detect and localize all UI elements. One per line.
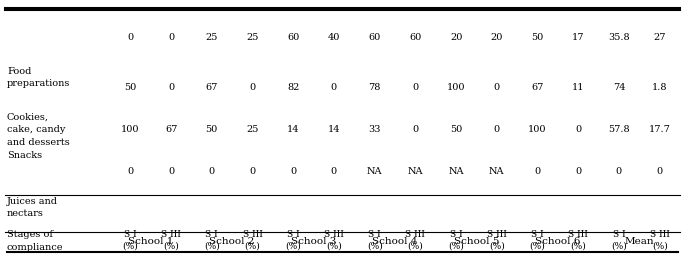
Text: 27: 27	[653, 33, 666, 42]
Text: 0: 0	[331, 167, 337, 177]
Text: 82: 82	[287, 83, 299, 92]
Text: 0: 0	[616, 167, 622, 177]
Text: S III
(%): S III (%)	[487, 230, 507, 251]
Text: 100: 100	[528, 125, 547, 134]
Text: 17: 17	[572, 33, 584, 42]
Text: 57.8: 57.8	[608, 125, 630, 134]
Text: S I
(%): S I (%)	[204, 230, 220, 251]
Text: 25: 25	[206, 33, 218, 42]
Text: 11: 11	[572, 83, 584, 92]
Text: School 6: School 6	[535, 238, 581, 247]
Text: 0: 0	[209, 167, 215, 177]
Text: 0: 0	[331, 83, 337, 92]
Text: School 5: School 5	[453, 238, 499, 247]
Text: NA: NA	[408, 167, 423, 177]
Text: 20: 20	[490, 33, 503, 42]
Text: S III
(%): S III (%)	[242, 230, 262, 251]
Text: S I
(%): S I (%)	[448, 230, 464, 251]
Text: 0: 0	[168, 83, 174, 92]
Text: 100: 100	[121, 125, 140, 134]
Text: 0: 0	[127, 167, 134, 177]
Text: 0: 0	[534, 167, 540, 177]
Text: 50: 50	[532, 33, 544, 42]
Text: 1.8: 1.8	[652, 83, 667, 92]
Text: S I
(%): S I (%)	[366, 230, 382, 251]
Text: S I
(%): S I (%)	[286, 230, 301, 251]
Text: 0: 0	[494, 83, 500, 92]
Text: 50: 50	[450, 125, 462, 134]
Text: 0: 0	[127, 33, 134, 42]
Text: 60: 60	[369, 33, 381, 42]
Text: S I
(%): S I (%)	[530, 230, 545, 251]
Text: 0: 0	[575, 167, 582, 177]
Text: 0: 0	[412, 125, 419, 134]
Text: 67: 67	[165, 125, 177, 134]
Text: Mean: Mean	[625, 238, 654, 247]
Text: S I
(%): S I (%)	[611, 230, 627, 251]
Text: S III
(%): S III (%)	[324, 230, 344, 251]
Text: 20: 20	[450, 33, 462, 42]
Text: 60: 60	[287, 33, 299, 42]
Text: 25: 25	[247, 125, 259, 134]
Text: NA: NA	[489, 167, 505, 177]
Text: 0: 0	[168, 33, 174, 42]
Text: 50: 50	[206, 125, 218, 134]
Text: 78: 78	[369, 83, 381, 92]
Text: 25: 25	[247, 33, 259, 42]
Text: Juices and
nectars: Juices and nectars	[7, 197, 58, 219]
Text: 0: 0	[657, 167, 662, 177]
Text: Stages of
compliance: Stages of compliance	[7, 230, 64, 252]
Text: 17.7: 17.7	[649, 125, 671, 134]
Text: Snacks: Snacks	[7, 151, 42, 160]
Text: S III
(%): S III (%)	[649, 230, 669, 251]
Text: 0: 0	[290, 167, 297, 177]
Text: NA: NA	[367, 167, 382, 177]
Text: 100: 100	[447, 83, 465, 92]
Text: Cookies,
cake, candy
and desserts: Cookies, cake, candy and desserts	[7, 113, 70, 147]
Text: S I
(%): S I (%)	[123, 230, 138, 251]
Text: 67: 67	[532, 83, 544, 92]
Text: 67: 67	[206, 83, 218, 92]
Text: 0: 0	[412, 83, 419, 92]
Text: 40: 40	[327, 33, 340, 42]
Text: School 1: School 1	[128, 238, 173, 247]
Text: NA: NA	[448, 167, 464, 177]
Text: School 3: School 3	[291, 238, 336, 247]
Text: 50: 50	[124, 83, 136, 92]
Text: S III
(%): S III (%)	[406, 230, 425, 251]
Text: School 2: School 2	[210, 238, 255, 247]
Text: 0: 0	[168, 167, 174, 177]
Text: 14: 14	[287, 125, 299, 134]
Text: Food
preparations: Food preparations	[7, 67, 71, 88]
Text: 0: 0	[249, 167, 256, 177]
Text: 0: 0	[249, 83, 256, 92]
Text: 14: 14	[327, 125, 340, 134]
Text: School 4: School 4	[373, 238, 418, 247]
Text: 60: 60	[409, 33, 421, 42]
Text: S III
(%): S III (%)	[161, 230, 181, 251]
Text: 35.8: 35.8	[608, 33, 630, 42]
Text: 0: 0	[494, 125, 500, 134]
Text: S III
(%): S III (%)	[569, 230, 588, 251]
Text: 33: 33	[369, 125, 381, 134]
Text: 0: 0	[575, 125, 582, 134]
Text: 74: 74	[612, 83, 625, 92]
